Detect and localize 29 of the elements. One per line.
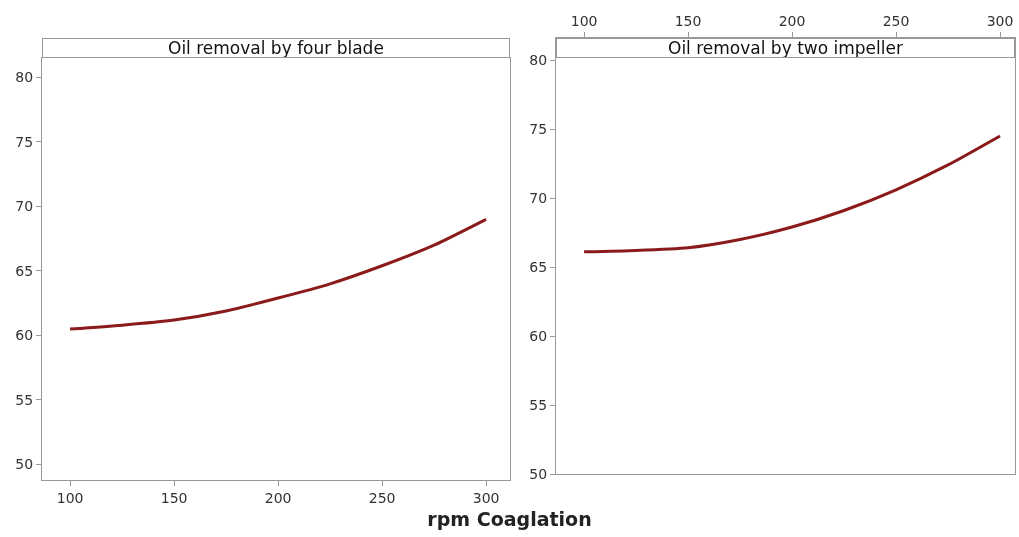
y-tick-label: 70 <box>15 198 34 215</box>
x-axis-title: rpm Coaglation <box>426 508 593 530</box>
line-series <box>582 134 1002 254</box>
y-tick-label: 55 <box>15 391 34 408</box>
line-series <box>68 217 488 331</box>
x-tick-label: 100 <box>570 13 598 30</box>
y-tick-label: 70 <box>529 189 548 206</box>
y-tick-label: 60 <box>15 327 34 344</box>
chart-title: Oil removal by two impeller <box>668 38 903 58</box>
y-tick-label: 80 <box>15 69 34 86</box>
y-tick-label: 55 <box>529 396 548 413</box>
y-tick-label: 75 <box>529 120 548 137</box>
y-tick-label: 65 <box>529 258 548 275</box>
chart-title: Oil removal by four blade <box>168 38 384 58</box>
x-tick-label: 150 <box>674 13 702 30</box>
x-tick-label: 100 <box>56 489 84 506</box>
y-tick-label: 65 <box>15 262 34 279</box>
y-tick-label: 50 <box>15 456 34 473</box>
x-tick-label: 250 <box>368 489 396 506</box>
y-tick-label: 80 <box>529 51 548 68</box>
y-tick-label: 50 <box>529 465 548 482</box>
x-tick-label: 250 <box>882 13 910 30</box>
y-tick-label: 60 <box>529 327 548 344</box>
x-tick-label: 200 <box>778 13 806 30</box>
x-tick-label: 300 <box>986 13 1014 30</box>
x-tick-label: 200 <box>264 489 292 506</box>
x-tick-label: 300 <box>472 489 500 506</box>
x-tick-label: 150 <box>160 489 188 506</box>
y-tick-label: 75 <box>15 133 34 150</box>
